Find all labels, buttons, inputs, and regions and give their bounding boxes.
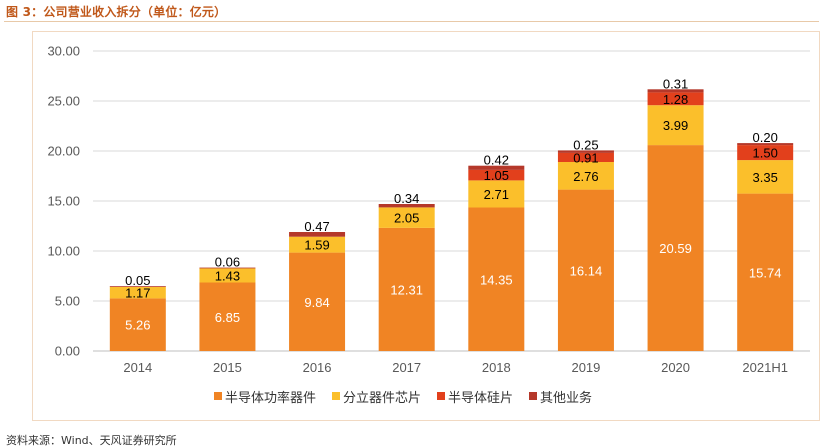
x-axis: 2014 2015 2016 2017 2018 2019 2020 2021H1 xyxy=(123,360,788,375)
bar-segment xyxy=(737,160,794,194)
data-label: 0.31 xyxy=(663,76,688,91)
y-tick-label: 15.00 xyxy=(47,194,80,209)
x-tick-label: 2020 xyxy=(661,360,690,375)
data-label: 0.42 xyxy=(484,153,509,168)
data-label: 1.43 xyxy=(215,268,240,283)
data-label: 2.05 xyxy=(394,211,419,226)
bar-segment xyxy=(289,252,346,351)
data-label: 0.06 xyxy=(215,255,240,270)
bar-segment xyxy=(468,165,525,170)
legend-item: 分立器件芯片 xyxy=(332,387,421,406)
bar-segment xyxy=(737,193,794,351)
data-label: 20.59 xyxy=(659,241,692,256)
data-label: 9.84 xyxy=(304,295,329,310)
data-label: 1.50 xyxy=(753,146,778,161)
bar-segment xyxy=(647,92,704,106)
y-tick-label: 20.00 xyxy=(47,144,80,159)
bar-segment xyxy=(109,286,166,299)
bar-segment xyxy=(737,145,794,161)
y-tick-label: 25.00 xyxy=(47,94,80,109)
data-label: 14.35 xyxy=(480,272,513,287)
data-label: 2.71 xyxy=(484,187,509,202)
legend-swatch xyxy=(529,392,538,400)
bar-segment xyxy=(468,207,525,351)
x-tick-label: 2019 xyxy=(571,360,600,375)
legend-label: 半导体硅片 xyxy=(448,390,514,406)
chart-frame xyxy=(32,31,820,421)
legend-item: 其他业务 xyxy=(529,387,592,406)
data-label: 3.35 xyxy=(753,170,778,185)
bar-segment xyxy=(647,145,704,351)
data-label: 6.85 xyxy=(215,310,240,325)
data-label: 0.91 xyxy=(573,150,598,165)
x-tick-label: 2018 xyxy=(482,360,511,375)
y-tick-label: 0.00 xyxy=(55,344,80,359)
data-label: 3.99 xyxy=(663,118,688,133)
x-tick-label: 2015 xyxy=(213,360,242,375)
bar-segment xyxy=(557,150,614,153)
bar-segment xyxy=(737,143,794,146)
x-tick-label: 2014 xyxy=(123,360,152,375)
bar-segment xyxy=(378,227,435,351)
bar-segment xyxy=(647,89,704,93)
x-tick-label: 2016 xyxy=(303,360,332,375)
bar-segment xyxy=(109,298,166,351)
x-tick-label: 2021H1 xyxy=(742,360,788,375)
data-label: 2.76 xyxy=(573,169,598,184)
data-label: 0.05 xyxy=(125,273,150,288)
bar-segment xyxy=(199,268,256,283)
y-tick-label: 10.00 xyxy=(47,244,80,259)
bar-segment xyxy=(557,162,614,190)
data-label: 0.25 xyxy=(573,137,598,152)
data-label: 15.74 xyxy=(749,265,782,280)
title-divider xyxy=(4,21,819,22)
bar-segment xyxy=(468,169,525,181)
data-label: 16.14 xyxy=(570,263,603,278)
bar-segment xyxy=(378,207,435,228)
bar-segment xyxy=(109,286,166,287)
data-label: 12.31 xyxy=(390,282,423,297)
legend-label: 半导体功率器件 xyxy=(225,390,317,406)
bar-segment xyxy=(378,204,435,208)
bar-segment xyxy=(289,236,346,253)
legend-swatch xyxy=(332,392,341,400)
legend-label: 分立器件芯片 xyxy=(343,390,422,406)
y-tick-label: 5.00 xyxy=(55,294,80,309)
legend-item: 半导体功率器件 xyxy=(214,387,316,406)
data-label: 1.28 xyxy=(663,92,688,107)
data-label: 1.17 xyxy=(125,286,150,301)
y-tick-label: 30.00 xyxy=(47,44,80,59)
bars: 5.26 1.170.05 6.85 1.430.06 9.84 1.59 0.47 12.3… xyxy=(109,76,794,351)
bar-segment xyxy=(199,282,256,351)
bar-segment xyxy=(557,189,614,351)
legend-label: 其他业务 xyxy=(540,390,593,406)
source-note: 资料来源：Wind、天风证券研究所 xyxy=(6,434,177,447)
data-label: 0.20 xyxy=(753,130,778,145)
chart-legend: 半导体功率器件 分立器件芯片 半导体硅片 其他业务 xyxy=(214,387,608,406)
bar-segment xyxy=(647,105,704,146)
legend-swatch xyxy=(214,392,222,400)
data-label: 5.26 xyxy=(125,318,150,333)
legend-swatch xyxy=(437,392,446,400)
bar-segment xyxy=(557,152,614,162)
data-label: 1.05 xyxy=(484,168,509,183)
bar-segment xyxy=(468,180,525,208)
chart-title: 图 3：公司营业收入拆分（单位：亿元） xyxy=(6,5,227,19)
legend-item: 半导体硅片 xyxy=(437,387,513,406)
data-label: 0.34 xyxy=(394,191,419,206)
x-tick-label: 2017 xyxy=(392,360,421,375)
data-label: 0.47 xyxy=(304,219,329,234)
bar-segment xyxy=(289,232,346,237)
y-axis: 0.00 5.00 10.00 15.00 20.00 25.00 30.00 xyxy=(47,44,80,359)
data-label: 1.59 xyxy=(304,238,329,253)
bar-segment xyxy=(199,267,256,269)
